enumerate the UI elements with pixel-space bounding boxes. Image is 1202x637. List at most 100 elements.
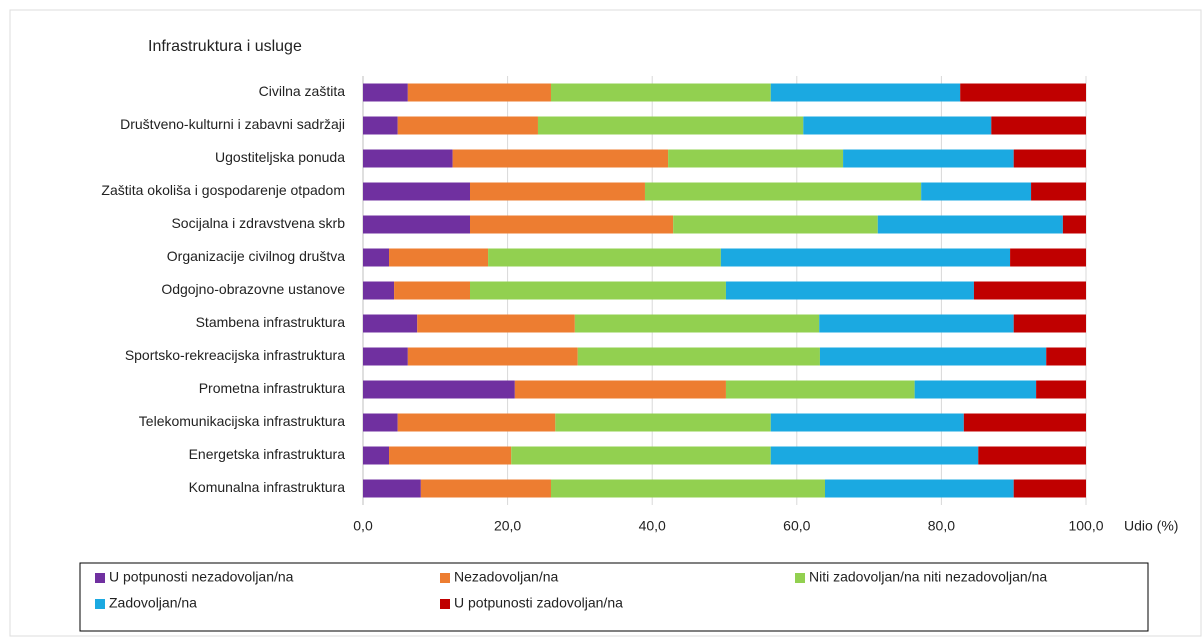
bar-segment [1013,314,1086,333]
bar-segment [363,149,453,168]
x-axis-label: Udio (%) [1124,518,1178,534]
legend-label: U potpunosti zadovoljan/na [454,595,623,611]
chart-title: Infrastruktura i usluge [148,38,302,55]
bar-segment [550,479,825,498]
legend-swatch [440,599,450,609]
bar-segment [363,380,515,399]
bar-segment [1031,182,1086,201]
bar-segment [363,413,398,432]
bar-segment [1010,248,1086,267]
bar-segment [843,149,1014,168]
bar-segment [397,116,538,135]
bar-segment [914,380,1037,399]
legend-label: Niti zadovoljan/na niti nezadovoljan/na [809,569,1047,585]
bar-segment [470,281,726,300]
legend-swatch [95,573,105,583]
bar-segment [363,116,398,135]
bar-segment [978,446,1086,465]
y-tick-label: Organizacije civilnog društva [167,248,345,264]
y-tick-label: Prometna infrastruktura [199,380,345,396]
bar-segment [720,248,1011,267]
bar-segment [824,479,1014,498]
bar-segment [397,413,556,432]
bar-segment [452,149,669,168]
bar-segment [877,215,1063,234]
bar-segment [514,380,726,399]
bar-segment [420,479,551,498]
legend-swatch [95,599,105,609]
bar-segment [363,248,390,267]
bar-segment [363,182,471,201]
bar-segment [407,347,578,366]
x-tick-label: 0,0 [353,518,373,534]
legend-label: U potpunosti nezadovoljan/na [109,569,294,585]
y-tick-label: Zaštita okoliša i gospodarenje otpadom [101,182,345,198]
bar-segment [394,281,471,300]
x-tick-label: 20,0 [494,518,521,534]
x-tick-label: 100,0 [1068,518,1103,534]
legend-swatch [440,573,450,583]
bar-segment [550,83,771,102]
x-tick-label: 40,0 [639,518,666,534]
bar-segment [577,347,820,366]
bar-segment [644,182,922,201]
bar-segment [991,116,1086,135]
bar-segment [363,281,395,300]
bar-segment [770,446,979,465]
bar-segment [574,314,820,333]
bar-segment [407,83,551,102]
y-tick-label: Energetska infrastruktura [189,446,346,462]
bar-segment [668,149,844,168]
bar-segment [819,347,1047,366]
bar-segment [1036,380,1086,399]
bar-segment [803,116,992,135]
bar-segment [537,116,804,135]
legend-swatch [795,573,805,583]
y-tick-label: Društveno-kulturni i zabavni sadržaji [120,116,345,132]
y-tick-label: Civilna zaštita [259,83,346,99]
bar-segment [363,446,390,465]
x-tick-label: 60,0 [783,518,810,534]
legend-label: Zadovoljan/na [109,595,197,611]
bar-segment [417,314,575,333]
bar-segment [973,281,1086,300]
bar-segment [389,446,512,465]
bar-segment [770,83,961,102]
bar-segment [1062,215,1086,234]
bar-segment [389,248,489,267]
bar-segment [819,314,1014,333]
bar-segment [725,281,974,300]
bar-segment [963,413,1086,432]
bar-segment [363,314,418,333]
y-tick-label: Ugostiteljska ponuda [215,149,345,165]
bar-segment [363,83,408,102]
legend-label: Nezadovoljan/na [454,569,559,585]
x-tick-label: 80,0 [928,518,955,534]
y-tick-label: Odgojno-obrazovne ustanove [161,281,345,297]
bar-segment [673,215,878,234]
chart-border [9,9,1202,637]
bar-segment [555,413,771,432]
y-tick-label: Sportsko-rekreacijska infrastruktura [125,347,345,363]
bar-segment [1013,479,1086,498]
bar-segment [960,83,1086,102]
bar-segment [488,248,721,267]
bar-segment [511,446,771,465]
bar-segment [770,413,964,432]
legend-box [79,562,1149,632]
y-tick-label: Komunalna infrastruktura [189,479,346,495]
bar-segment [1046,347,1086,366]
bar-segment [470,182,645,201]
bar-segment [363,347,408,366]
y-tick-label: Telekomunikacijska infrastruktura [139,413,345,429]
bar-segment [470,215,674,234]
bar-segment [1013,149,1086,168]
bar-segment [725,380,915,399]
bar-segment [363,215,471,234]
bar-segment [363,479,421,498]
y-tick-label: Socijalna i zdravstvena skrb [171,215,345,231]
y-tick-label: Stambena infrastruktura [196,314,346,330]
bar-segment [921,182,1032,201]
